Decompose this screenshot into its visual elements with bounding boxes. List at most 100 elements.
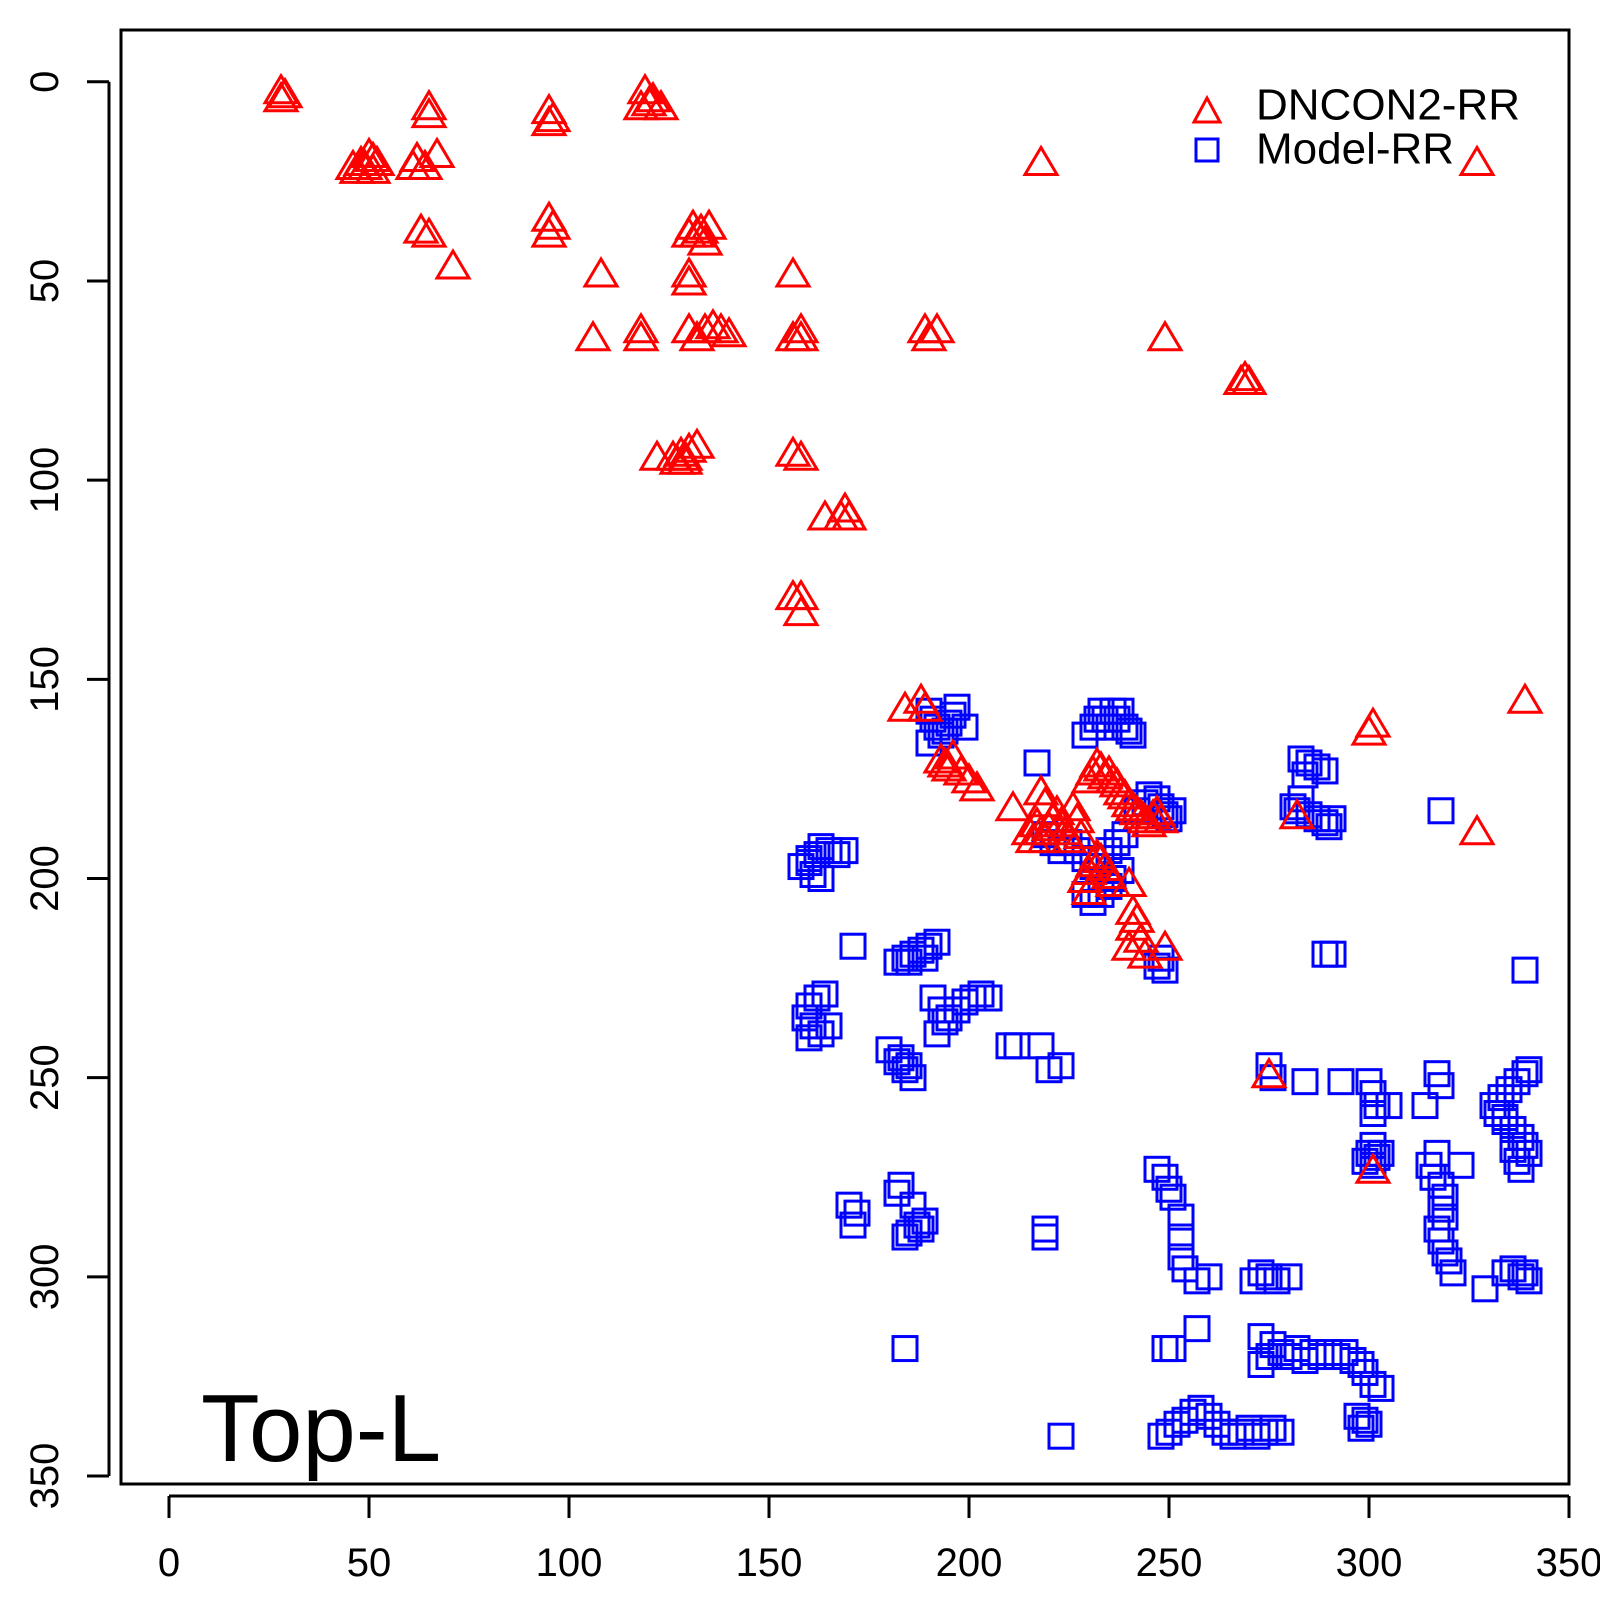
dncon2-point [782,594,820,627]
model-point [1359,1370,1387,1398]
dncon2-point [262,80,300,113]
model-point [1507,1155,1535,1183]
dncon2-point [906,690,944,722]
dncon2-point [1050,821,1088,854]
model-point [931,1008,959,1036]
plot-frame [119,28,1571,1486]
dncon2-point [950,761,988,794]
dncon2-point [670,216,708,248]
dncon2-point [1110,929,1148,961]
model-point [1427,1072,1455,1100]
dncon2-point [626,72,664,105]
model-point [1375,1092,1403,1120]
model-point [1507,1263,1535,1291]
model-point [1255,1263,1283,1291]
model-point [1247,1350,1275,1378]
model-point [907,1215,935,1243]
dncon2-point [934,738,972,770]
model-point [891,1335,919,1363]
dncon2-point [410,96,448,129]
model-point [943,693,971,721]
dncon2-point [1142,801,1180,834]
model-point [1347,1414,1375,1442]
x-tick-label: 100 [536,1541,603,1585]
model-point [1511,956,1539,984]
dncon2-point [710,315,748,348]
model-point [1287,785,1315,813]
model-point [967,980,995,1008]
dncon2-point [1458,813,1496,846]
model-point [1195,1402,1223,1430]
top-l-annotation: Top-L [201,1375,441,1482]
legend-triangle-icon [1191,94,1223,124]
y-tick-label: 300 [23,1243,67,1310]
dncon2-point [622,319,660,352]
dncon2-point [1110,865,1148,897]
model-point [1311,809,1339,837]
dncon2-point [622,311,660,344]
model-point [1167,1223,1195,1251]
dncon2-point [574,319,612,352]
model-point [795,849,823,877]
y-tick-label: 150 [23,646,67,713]
model-point [1351,1406,1379,1434]
x-tick-label: 0 [158,1541,180,1585]
model-point [1159,1183,1187,1211]
x-tick-label: 250 [1136,1541,1203,1585]
model-point [1319,940,1347,968]
dncon2-point [1038,793,1076,826]
model-point [1427,797,1455,825]
dncon2-point [670,256,708,288]
model-point [1511,1060,1539,1088]
model-point [1151,1335,1179,1363]
series-triangle [262,72,1544,1184]
model-point [831,837,859,865]
model-point [1195,1263,1223,1291]
dncon2-point [678,427,716,459]
dncon2-point [926,746,964,778]
dncon2-point [1506,682,1544,714]
model-point [1183,1315,1211,1343]
dncon2-point [670,431,708,463]
model-point [911,944,939,972]
model-point [1111,713,1139,741]
model-point [1439,1259,1467,1287]
dncon2-point [358,144,396,176]
model-point [1447,1151,1475,1179]
model-point [1259,1414,1287,1442]
model-point [935,709,963,737]
dncon2-point [530,104,568,137]
model-point [1315,813,1343,841]
dncon2-point [1022,144,1060,176]
dncon2-point [670,264,708,296]
model-point [1471,1275,1499,1303]
dncon2-point [434,248,472,280]
data-points [262,72,1544,1450]
model-point [1031,1215,1059,1243]
model-point [835,1191,863,1219]
model-point [1491,1104,1519,1132]
dncon2-point [1250,1056,1288,1089]
model-point [1359,1100,1387,1128]
dncon2-point [686,224,724,256]
model-point [823,841,851,869]
dncon2-point [678,319,716,352]
model-point [1115,717,1143,745]
dncon2-point [410,216,448,248]
model-point [1023,749,1051,777]
model-point [1255,1343,1283,1371]
model-point [951,713,979,741]
model-point [1167,1203,1195,1231]
dncon2-point [1058,801,1096,834]
dncon2-point [942,754,980,786]
x-tick-label: 150 [736,1541,803,1585]
model-point [1119,721,1147,749]
model-point [887,1044,915,1072]
dncon2-point [774,256,812,288]
model-point [1327,1068,1355,1096]
model-point [1427,1195,1455,1223]
model-point [1319,805,1347,833]
y-axis: 0 50 100 150 200 250 300 350 [23,71,111,1509]
model-point [1003,1032,1031,1060]
model-point [995,1032,1023,1060]
